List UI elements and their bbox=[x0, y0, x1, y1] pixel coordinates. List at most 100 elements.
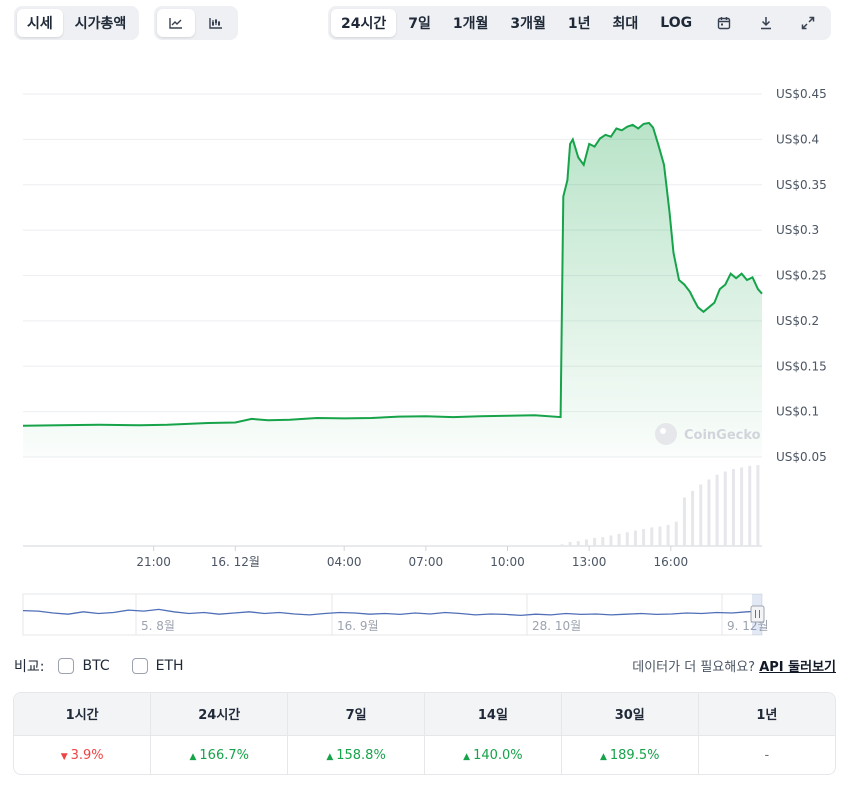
volume-bar bbox=[617, 533, 621, 546]
y-tick-label: US$0.35 bbox=[776, 178, 827, 192]
volume-bar bbox=[691, 490, 695, 546]
line-chart-icon bbox=[169, 18, 182, 29]
volume-bar bbox=[699, 484, 703, 546]
btc-checkbox[interactable] bbox=[58, 658, 75, 674]
line-chart-button[interactable] bbox=[157, 9, 195, 37]
x-tick-label: 21:00 bbox=[136, 555, 171, 569]
performance-header: 1년 bbox=[698, 693, 835, 735]
performance-value: ▲ 166.7% bbox=[150, 734, 289, 774]
candlestick-chart-icon bbox=[209, 18, 222, 29]
performance-value-text: 189.5% bbox=[609, 747, 660, 763]
download-icon bbox=[761, 17, 772, 30]
volume-bar bbox=[707, 479, 711, 546]
navigator-label: 5. 8월 bbox=[141, 619, 175, 633]
volume-bar bbox=[601, 537, 605, 546]
coingecko-watermark: CoinGecko bbox=[655, 423, 761, 445]
price-chart[interactable]: CoinGecko US$0.45 US$0.4 US$0.35 US$0.3 US$0… bbox=[0, 70, 856, 640]
volume-bar bbox=[740, 467, 744, 546]
x-tick-label: 16. 12월 bbox=[211, 555, 260, 569]
time-navigator[interactable]: 5. 8월 16. 9월 28. 10월 9. 12월 bbox=[22, 593, 769, 636]
volume-bar bbox=[658, 526, 662, 546]
y-tick-label: US$0.05 bbox=[776, 450, 827, 464]
caret-up-icon: ▲ bbox=[326, 751, 334, 762]
y-tick-label: US$0.25 bbox=[776, 269, 827, 283]
api-prompt: 데이터가 더 필요해요? bbox=[632, 660, 756, 675]
range-toggle: 24시간 7일 1개월 3개월 1년 최대 LOG bbox=[328, 6, 832, 40]
range-7d[interactable]: 7일 bbox=[408, 16, 431, 32]
download-button[interactable] bbox=[746, 9, 786, 37]
range-24h[interactable]: 24시간 bbox=[331, 9, 397, 37]
api-promo: 데이터가 더 필요해요? API 둘러보기 bbox=[632, 656, 836, 675]
performance-value: ▲ 140.0% bbox=[424, 734, 562, 774]
caret-up-icon: ▲ bbox=[599, 751, 607, 762]
tab-price[interactable]: 시세 bbox=[17, 9, 63, 37]
volume-bar bbox=[625, 532, 629, 546]
volume-bar bbox=[682, 497, 686, 546]
range-1y[interactable]: 1년 bbox=[567, 16, 591, 32]
caret-up-icon: ▲ bbox=[463, 751, 471, 762]
volume-bar bbox=[748, 465, 752, 546]
volume-bar bbox=[731, 469, 735, 546]
y-axis: US$0.45 US$0.4 US$0.35 US$0.3 US$0.25 US$0.2 U… bbox=[776, 87, 827, 464]
navigator-label: 28. 10월 bbox=[532, 619, 581, 633]
date-range-button[interactable] bbox=[704, 9, 744, 37]
x-tick-label: 04:00 bbox=[327, 555, 362, 569]
price-line bbox=[22, 121, 763, 427]
btc-label: BTC bbox=[82, 658, 110, 674]
volume-bar bbox=[674, 521, 678, 546]
calendar-icon bbox=[717, 17, 731, 30]
x-tick-label: 07:00 bbox=[409, 555, 444, 569]
navigator-handle[interactable] bbox=[750, 605, 765, 623]
fullscreen-button[interactable] bbox=[788, 9, 828, 37]
volume-bar bbox=[568, 541, 572, 546]
view-toggle: 시세 시가총액 bbox=[14, 6, 140, 40]
x-tick-label: 10:00 bbox=[490, 555, 525, 569]
caret-down-icon: ▼ bbox=[60, 751, 68, 762]
volume-bar bbox=[723, 471, 727, 546]
performance-header: 30일 bbox=[561, 693, 699, 735]
performance-value-text: 3.9% bbox=[70, 747, 104, 763]
handle-grip-icon bbox=[755, 610, 760, 618]
x-tick-label: 16:00 bbox=[654, 555, 689, 569]
eth-checkbox[interactable] bbox=[131, 658, 148, 674]
y-tick-label: US$0.4 bbox=[776, 132, 819, 146]
chart-type-toggle bbox=[154, 6, 238, 40]
api-link[interactable]: API 둘러보기 bbox=[759, 660, 836, 675]
volume-bar bbox=[593, 537, 597, 546]
range-log[interactable]: LOG bbox=[660, 15, 693, 31]
performance-header: 14일 bbox=[424, 693, 562, 735]
performance-value-row: ▼ 3.9% ▲ 166.7% ▲ 158.8% ▲ 140.0% ▲ 189.5% - bbox=[14, 734, 835, 774]
y-tick-label: US$0.15 bbox=[776, 359, 827, 373]
y-tick-label: US$0.45 bbox=[776, 87, 827, 101]
performance-value: ▲ 189.5% bbox=[561, 734, 699, 774]
performance-value-text: 140.0% bbox=[473, 747, 523, 763]
y-tick-label: US$0.1 bbox=[776, 405, 819, 419]
performance-table: 1시간 24시간 7일 14일 30일 1년 ▼ 3.9% ▲ 166.7% ▲ 158.8% ▲ 14… bbox=[13, 692, 836, 775]
caret-up-icon: ▲ bbox=[189, 751, 197, 762]
range-max[interactable]: 최대 bbox=[612, 16, 639, 32]
compare-eth[interactable]: ETH bbox=[131, 658, 184, 674]
range-3m[interactable]: 3개월 bbox=[510, 16, 546, 32]
volume-bar bbox=[560, 544, 564, 546]
volume-bar bbox=[715, 474, 719, 546]
performance-header: 7일 bbox=[287, 693, 425, 735]
range-1m[interactable]: 1개월 bbox=[452, 16, 489, 32]
performance-header: 24시간 bbox=[150, 693, 289, 735]
expand-icon bbox=[801, 16, 815, 30]
tab-market-cap[interactable]: 시가총액 bbox=[74, 16, 127, 32]
volume-bar bbox=[642, 528, 646, 546]
performance-value: - bbox=[698, 734, 835, 774]
volume-bar bbox=[633, 530, 637, 546]
candlestick-chart-button[interactable] bbox=[197, 9, 235, 37]
compare-label: 비교: bbox=[14, 659, 45, 675]
volume-bar bbox=[584, 539, 588, 546]
price-area bbox=[23, 123, 762, 457]
volume-bar bbox=[666, 524, 670, 546]
eth-label: ETH bbox=[155, 658, 184, 674]
navigator-label: 16. 9월 bbox=[337, 619, 379, 633]
navigator-line bbox=[22, 608, 763, 617]
volume-bar bbox=[609, 535, 613, 546]
y-tick-label: US$0.3 bbox=[776, 223, 819, 237]
x-tick-label: 13:00 bbox=[572, 555, 607, 569]
compare-btc[interactable]: BTC bbox=[58, 658, 110, 674]
